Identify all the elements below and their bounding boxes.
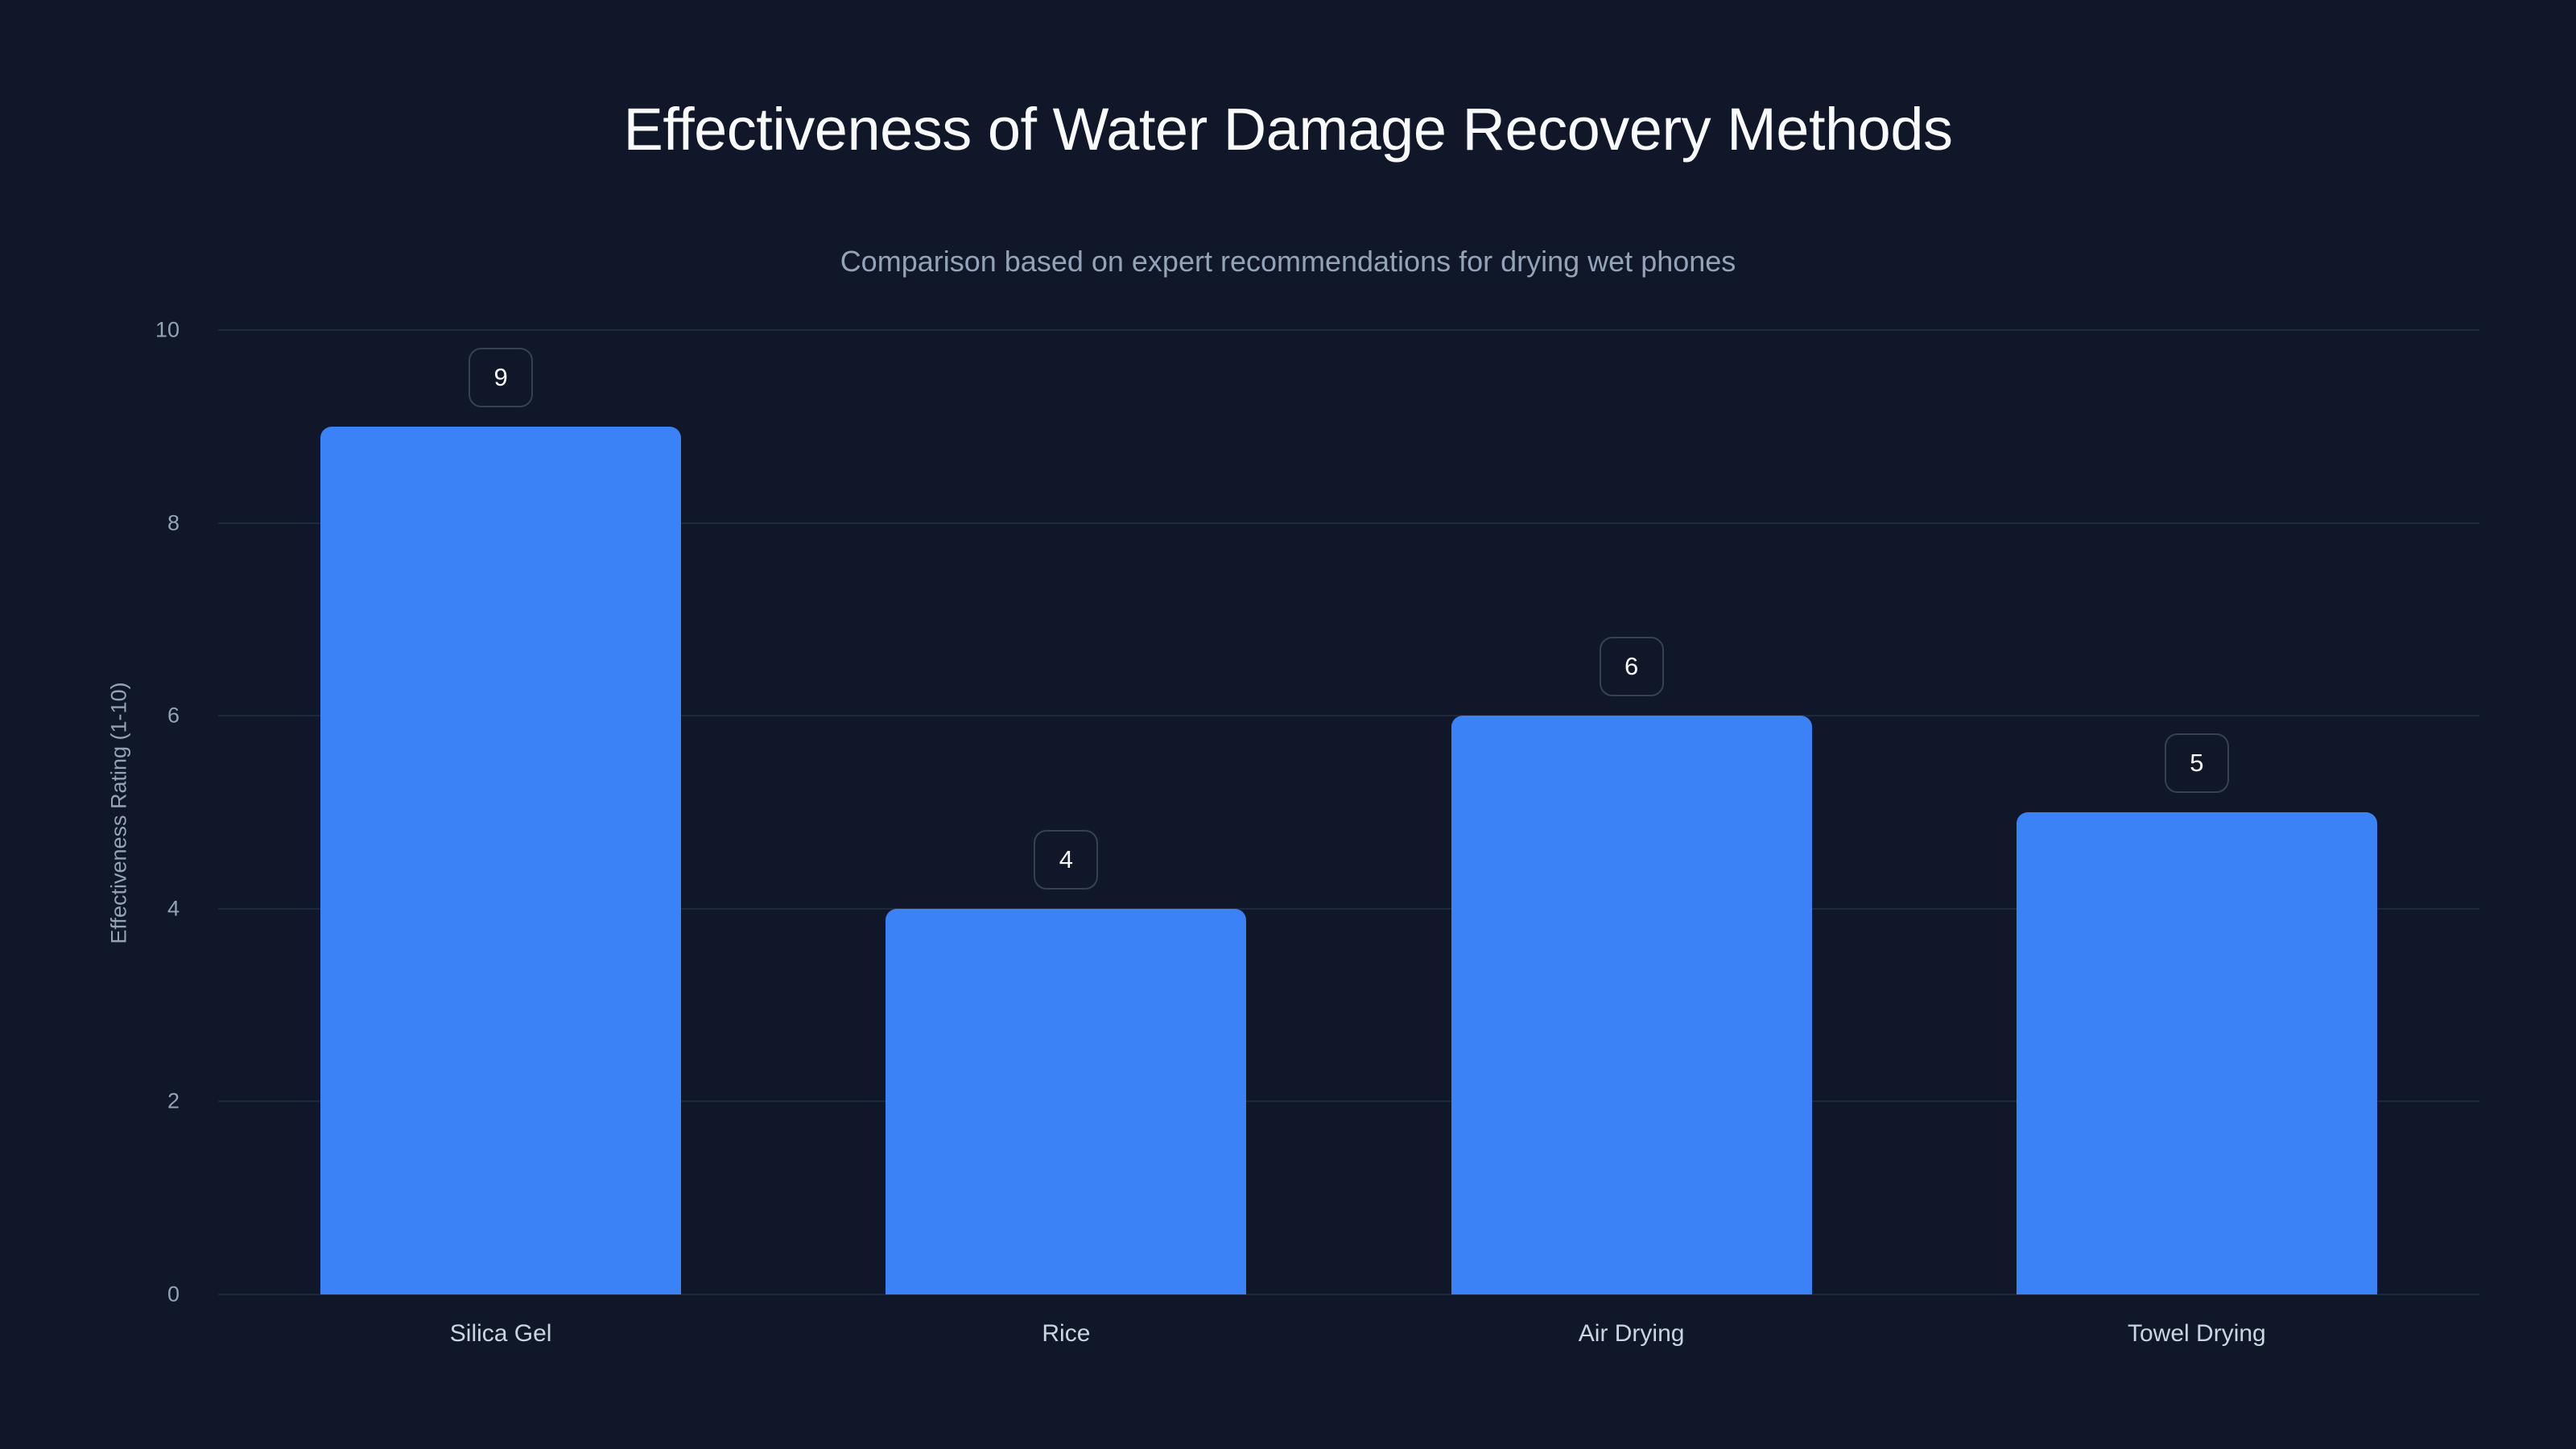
- value-label-badge: 9: [469, 347, 534, 407]
- plot-area: 9 4 6 5: [218, 329, 2479, 1295]
- y-tick-label: 0: [167, 1282, 180, 1307]
- y-tick-label: 2: [167, 1088, 180, 1113]
- y-tick-label: 6: [167, 703, 180, 728]
- gridline: [218, 1294, 2479, 1295]
- x-category-label: Air Drying: [1578, 1320, 1685, 1347]
- x-category-label: Rice: [1042, 1320, 1091, 1347]
- y-tick-label: 8: [167, 510, 180, 535]
- y-tick-label: 4: [167, 896, 180, 921]
- gridline: [218, 1100, 2479, 1103]
- gridline: [218, 522, 2479, 524]
- bar-silica-gel: [320, 426, 682, 1294]
- chart-subtitle: Comparison based on expert recommendatio…: [840, 245, 1736, 278]
- gridline: [218, 329, 2479, 331]
- bar-rice: [886, 908, 1247, 1294]
- y-tick-label: 10: [155, 317, 180, 342]
- gridline: [218, 907, 2479, 910]
- bar-air-drying: [1451, 716, 1812, 1294]
- x-category-label: Silica Gel: [449, 1320, 552, 1347]
- bar-towel-drying: [2016, 812, 2377, 1294]
- value-label-badge: 5: [2164, 733, 2229, 793]
- value-label-badge: 6: [1599, 637, 1664, 697]
- value-label-badge: 4: [1034, 829, 1099, 890]
- gridline: [218, 715, 2479, 717]
- x-category-label: Towel Drying: [2128, 1320, 2266, 1347]
- chart-title: Effectiveness of Water Damage Recovery M…: [623, 96, 1953, 163]
